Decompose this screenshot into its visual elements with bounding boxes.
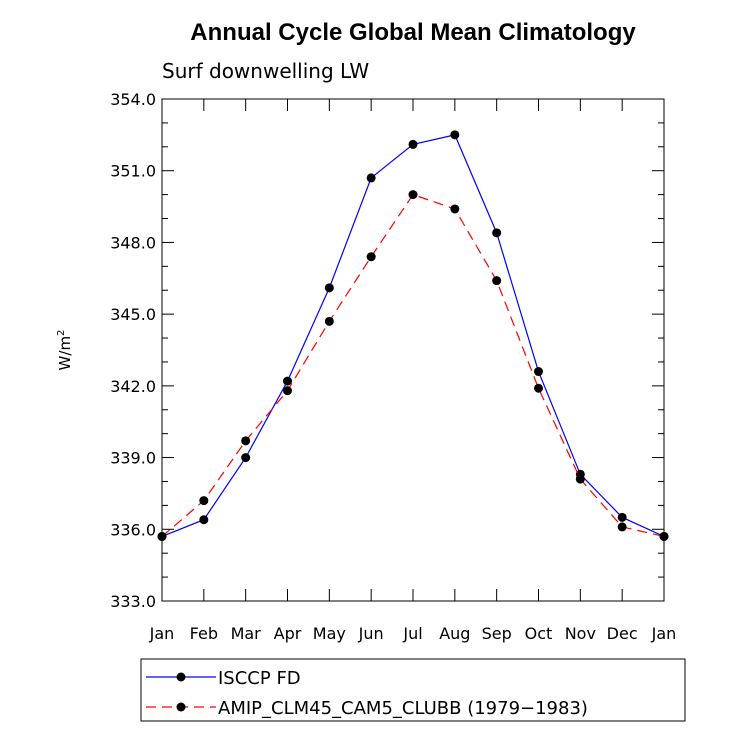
- data-point: [408, 139, 418, 149]
- data-point: [492, 228, 502, 238]
- y-tick-label: 336.0: [110, 520, 156, 539]
- y-axis-label: W/m2: [56, 330, 74, 371]
- x-tick-label: Nov: [565, 624, 596, 643]
- y-tick-label: 339.0: [110, 449, 156, 468]
- legend-label: AMIP_CLM45_CAM5_CLUBB (1979−1983): [218, 698, 588, 719]
- x-tick-label: Dec: [607, 624, 638, 643]
- chart-title: Annual Cycle Global Mean Climatology: [190, 19, 636, 46]
- x-tick-label: Mar: [231, 624, 262, 643]
- data-point: [241, 453, 251, 463]
- series-line: [161, 193, 665, 538]
- data-point: [157, 531, 167, 541]
- y-axis-label-superscript: 2: [56, 330, 67, 336]
- x-tick-label: Apr: [274, 624, 302, 643]
- y-tick-label: 333.0: [110, 592, 156, 611]
- x-axis-ticks: Jan Feb Mar Apr May Jun Jul Aug Sep Oct Nov Dec Jan: [149, 99, 677, 643]
- data-point: [366, 252, 376, 262]
- data-point: [241, 436, 251, 446]
- data-point: [617, 512, 627, 522]
- x-tick-label: Jan: [149, 624, 175, 643]
- y-tick-label: 342.0: [110, 377, 156, 396]
- plot-frame: [161, 98, 665, 602]
- data-point: [492, 276, 502, 286]
- data-point: [199, 496, 209, 506]
- legend-marker: [176, 702, 186, 712]
- x-tick-label: Jun: [358, 624, 384, 643]
- data-point: [408, 190, 418, 200]
- legend-box: [140, 658, 686, 722]
- legend: ISCCP FD AMIP_CLM45_CAM5_CLUBB (1979−1983…: [146, 668, 588, 719]
- x-tick-label: May: [313, 624, 346, 643]
- series-layer: [157, 130, 669, 541]
- x-tick-label: Jul: [402, 624, 422, 643]
- chart-subtitle: Surf downwelling LW: [162, 59, 369, 83]
- x-tick-label: Jan: [651, 624, 677, 643]
- data-point: [534, 383, 543, 393]
- legend-label: ISCCP FD: [218, 668, 301, 689]
- y-tick-label: 345.0: [110, 305, 156, 324]
- data-point: [283, 386, 292, 396]
- y-tick-label: 348.0: [110, 233, 156, 252]
- x-tick-label: Sep: [482, 624, 512, 643]
- x-tick-label: Oct: [525, 624, 553, 643]
- data-point: [659, 531, 669, 541]
- data-point: [324, 283, 334, 293]
- x-tick-label: Aug: [439, 624, 470, 643]
- data-point: [366, 173, 376, 183]
- x-tick-label: Feb: [190, 624, 218, 643]
- data-point: [534, 367, 543, 377]
- y-tick-label: 354.0: [110, 90, 156, 109]
- data-point: [575, 474, 585, 484]
- data-point: [450, 204, 460, 214]
- data-point: [450, 130, 460, 140]
- data-point: [199, 515, 209, 525]
- legend-marker: [176, 672, 186, 682]
- data-point: [324, 316, 334, 326]
- y-axis-ticks: 333.0 336.0 339.0 342.0 345.0 348.0 351.0 354.0: [110, 90, 664, 611]
- y-axis-label-text: W/m: [56, 336, 74, 371]
- y-tick-label: 351.0: [110, 162, 156, 181]
- data-point: [283, 376, 292, 386]
- data-point: [617, 522, 627, 532]
